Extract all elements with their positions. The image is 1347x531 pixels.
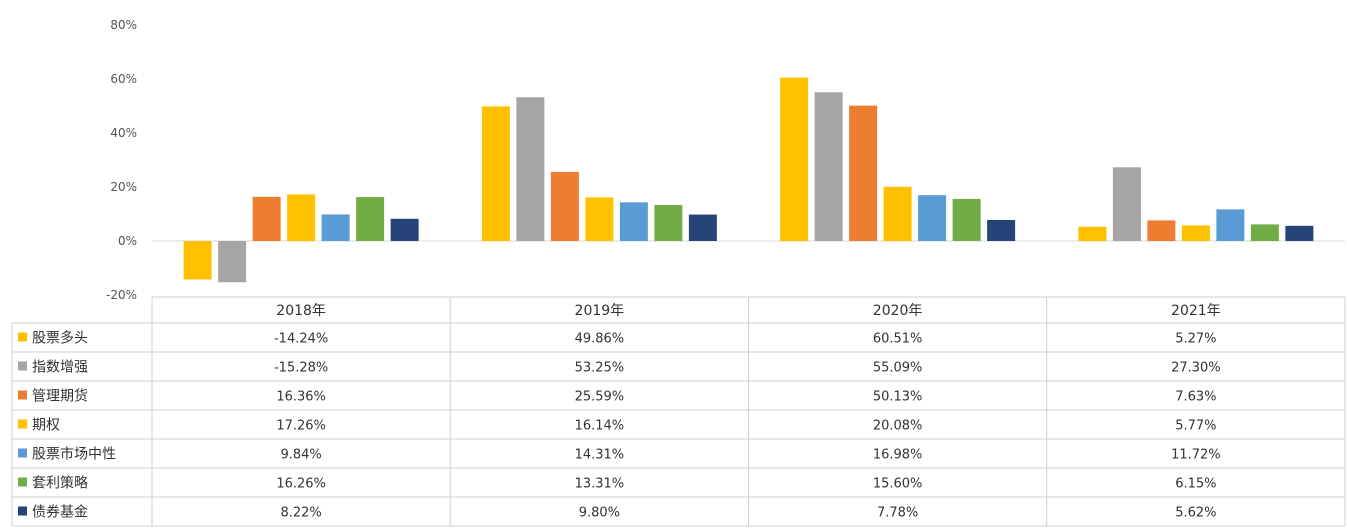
data-label: 15.60% [873,477,923,492]
bar [183,241,212,280]
bar [987,219,1016,241]
data-label: 25.59% [575,390,625,405]
legend-label: 债券基金 [32,504,88,521]
bar [1250,224,1279,241]
legend-label: 指数增强 [32,360,88,376]
y-tick-label: 20% [110,180,137,194]
bar [1147,220,1176,241]
bar [390,218,419,241]
y-tick-label: 0% [118,234,137,248]
data-label: 8.22% [280,506,321,521]
bar [516,97,545,241]
data-label: 5.77% [1175,419,1216,434]
bar [481,106,510,242]
y-axis: 80% 60% 40% 20% 0% -20% [106,18,1345,302]
bar [1181,225,1210,241]
bar [252,196,281,241]
data-label: 16.26% [276,477,326,492]
y-tick-label: -20% [106,288,137,302]
legend-label: 股票多头 [32,330,88,347]
bar [849,105,878,241]
bar [287,194,316,241]
data-label: 16.98% [873,448,923,463]
data-label: 50.13% [873,390,923,405]
legend-swatch [18,506,27,516]
bar [1112,167,1141,241]
legend-label: 套利策略 [32,475,88,492]
data-label: 20.08% [873,419,923,434]
category-label: 2018年 [276,303,326,319]
legend-label: 期权 [32,418,60,434]
legend-swatch [18,361,27,371]
legend-label: 管理期货 [32,388,88,405]
bar [550,171,579,241]
legend-swatch [18,332,27,342]
data-label: 16.14% [575,419,625,434]
bar [585,197,614,241]
data-label: 17.26% [276,419,326,434]
category-label: 2021年 [1171,303,1221,319]
data-label: 60.51% [873,332,923,347]
legend-swatch [18,477,27,487]
bar [619,202,648,241]
data-label: 9.84% [280,448,321,463]
data-label: 49.86% [575,332,625,347]
y-tick-label: 80% [110,18,137,32]
data-label: 14.31% [575,448,625,463]
y-tick-label: 60% [110,72,137,86]
data-label: 16.36% [276,390,326,405]
bar [1285,225,1314,241]
data-label: 6.15% [1175,477,1216,492]
bar [883,186,912,241]
category-label: 2020年 [873,303,923,319]
category-label: 2019年 [575,303,625,319]
legend-swatch [18,390,27,400]
legend-label: 股票市场中性 [32,446,116,463]
data-label: 5.27% [1175,332,1216,347]
legend-swatch [18,419,27,429]
bar [218,241,247,283]
bar [952,198,981,241]
data-label: 53.25% [575,361,625,376]
data-label: 7.78% [877,506,918,521]
data-label: 5.62% [1175,506,1216,521]
legend-swatch [18,448,27,458]
data-label: 7.63% [1175,390,1216,405]
data-label: -14.24% [274,332,328,347]
bar [1078,226,1107,241]
bar [356,197,385,241]
bar [814,92,843,242]
data-label: 11.72% [1171,448,1221,463]
bar [918,195,947,241]
bars [183,77,1314,283]
data-label: 9.80% [579,506,620,521]
bar [688,214,717,241]
y-tick-label: 40% [110,126,137,140]
data-label: 27.30% [1171,361,1221,376]
data-label: -15.28% [274,361,328,376]
data-label: 55.09% [873,361,923,376]
bar [780,77,809,241]
bar [1216,209,1245,241]
bar [321,214,350,241]
data-label: 13.31% [575,477,625,492]
bar [654,205,683,241]
